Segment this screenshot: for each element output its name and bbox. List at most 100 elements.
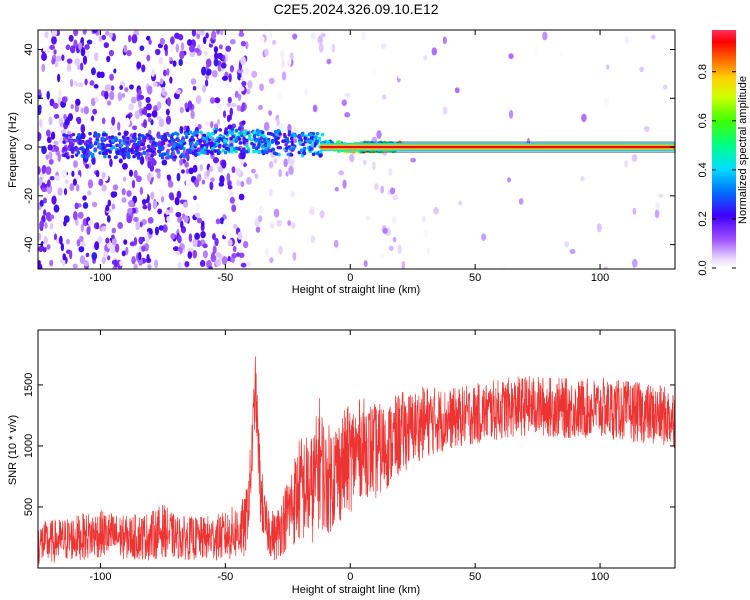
- spectrogram-cell: [542, 31, 548, 41]
- spectrogram-cell: [86, 226, 91, 236]
- spectrogram-ridge-cell: [302, 151, 307, 156]
- spectrogram-cell: [442, 36, 447, 45]
- spectrogram-cell: [454, 87, 460, 94]
- spectrogram-cell: [117, 91, 123, 102]
- spectrogram-cell: [86, 39, 93, 45]
- spectrogram-cell: [214, 237, 219, 247]
- spectrogram-cell: [213, 46, 219, 53]
- spectrogram-ridge-cell: [271, 147, 275, 152]
- x-tick-label: -50: [217, 571, 233, 583]
- spectrogram-cell: [48, 158, 54, 165]
- spectrogram-cell: [223, 218, 230, 227]
- spectrogram-cell: [215, 259, 221, 267]
- spectrogram-cell: [138, 236, 144, 245]
- spectrogram-cell: [126, 50, 132, 57]
- spectrogram-ridge-cell: [105, 136, 110, 140]
- spectrogram-cell: [218, 44, 223, 50]
- spectrogram-cell: [285, 171, 289, 177]
- spectrogram-ridge-cell: [164, 138, 169, 142]
- spectrogram-cell: [263, 121, 270, 131]
- spectrogram-ridge-cell: [308, 139, 313, 143]
- spectrogram-cell: [156, 171, 161, 179]
- spectrogram-cell: [49, 44, 56, 50]
- spectrogram-cell: [57, 220, 64, 229]
- spectrogram-cell: [91, 201, 98, 208]
- spectrogram-ridge-cell: [224, 146, 229, 151]
- spectrogram-ridge-cell: [320, 132, 325, 137]
- spectrogram-ridge-cell: [242, 147, 246, 151]
- spectrogram-cell: [138, 99, 142, 109]
- spectrogram-cell: [47, 144, 53, 151]
- spectrogram-cell: [48, 151, 53, 160]
- spectrogram-cell: [258, 104, 263, 111]
- spectrogram-ridge-cell: [88, 151, 93, 156]
- spectrogram-cell: [197, 132, 202, 139]
- spectrogram-ridge-cell: [157, 142, 162, 147]
- spectrogram-cell: [180, 169, 185, 174]
- spectrogram-cell: [165, 115, 172, 125]
- spectrogram-cell: [170, 233, 176, 240]
- spectrogram-cell: [188, 167, 194, 175]
- spectrogram-ridge-cell: [254, 138, 259, 142]
- spectrogram-ridge-cell: [126, 136, 130, 141]
- spectrogram-cell: [121, 250, 126, 257]
- spectrogram-cell: [179, 106, 184, 114]
- spectrogram-cell: [135, 221, 141, 231]
- spectrogram-cell: [229, 196, 235, 204]
- spectrogram-cell: [269, 257, 274, 264]
- spectrogram-cell: [185, 168, 190, 175]
- spectrogram-ridge-cell: [111, 145, 116, 150]
- spectrogram-ridge-cell: [309, 135, 314, 140]
- colorbar-label: Normalized spectral amplitude: [737, 76, 749, 224]
- spectrogram-cell: [276, 118, 280, 127]
- spectrogram-ridge-cell: [231, 134, 235, 139]
- spectrogram-cell: [144, 233, 149, 242]
- spectrogram-cell: [365, 215, 371, 221]
- spectrogram-cell: [150, 191, 155, 200]
- spectrogram-ridge-cell: [260, 145, 265, 149]
- spectrogram-cell: [188, 103, 193, 109]
- spectrogram-cell: [187, 181, 192, 187]
- spectrogram-cell: [508, 109, 514, 119]
- spectrogram-cell: [74, 202, 79, 210]
- spectrogram-ridge-cell: [116, 149, 121, 154]
- spectrogram-cell: [209, 81, 213, 89]
- spectrogram-ridge-cell: [274, 140, 279, 145]
- spectrogram-cell: [246, 177, 252, 185]
- spectrogram-cell: [146, 103, 152, 111]
- spectrogram-ridge-cell: [276, 145, 281, 150]
- spectrogram-ridge-cell: [326, 140, 330, 144]
- spectrogram-cell: [187, 39, 193, 46]
- spectrogram-cell: [94, 96, 99, 103]
- spectrogram-cell: [57, 73, 61, 83]
- spectrogram-cell: [108, 49, 115, 57]
- spectrogram-cell: [74, 58, 81, 67]
- spectrogram-cell: [381, 94, 387, 100]
- spectrogram-cell: [241, 80, 247, 87]
- spectrogram-cell: [423, 229, 429, 238]
- spectrogram-ridge-cell: [167, 139, 172, 144]
- spectrogram-cell: [204, 120, 211, 127]
- spectrogram-cell: [179, 125, 184, 134]
- spectrogram-ridge-cell: [93, 132, 98, 136]
- spectrogram-cell: [231, 166, 236, 174]
- spectrogram-cell: [48, 116, 53, 125]
- spectrogram-cell: [50, 214, 55, 220]
- spectrogram-cell: [643, 126, 650, 132]
- spectrogram-cell: [240, 76, 245, 82]
- spectrogram-cell: [362, 159, 367, 166]
- spectrogram-cell: [46, 90, 50, 100]
- spectrogram-cell: [245, 41, 249, 50]
- spectrogram-cell: [39, 199, 44, 207]
- spectrogram-ridge-cell: [285, 146, 289, 150]
- spectrogram-ridge-cell: [165, 131, 170, 136]
- spectrogram-ridge-cell: [134, 149, 139, 153]
- spectrogram-cell: [49, 175, 55, 181]
- spectrogram-cell: [170, 36, 175, 45]
- spectrogram-cell: [119, 85, 124, 91]
- spectrogram-cell: [564, 241, 570, 248]
- spectrogram-cell: [163, 91, 168, 97]
- spectrogram-cell: [40, 32, 45, 41]
- spectrogram-ridge-cell: [101, 137, 106, 141]
- spectrogram-ridge-cell: [188, 130, 193, 135]
